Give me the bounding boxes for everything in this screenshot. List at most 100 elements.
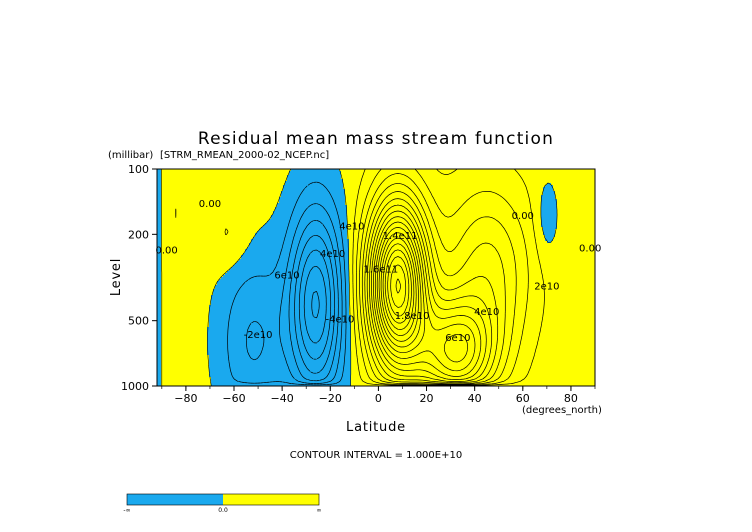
field-cell [161,179,288,182]
field-cell [161,175,288,178]
field-cell [161,323,210,326]
field-cell [161,317,210,320]
colorbar: -∞ 0.0 ∞ [123,493,322,514]
field-cell [273,213,348,216]
field-cell [343,179,595,182]
x-tick-label: 60 [516,392,530,405]
field-cell [217,281,350,284]
contour-label: 4e10 [474,307,499,318]
field-cell [161,359,210,362]
field-cell [345,193,544,196]
field-cell [541,199,558,202]
field-cell [555,233,595,236]
field-cell [351,335,595,338]
field-cell [351,379,595,382]
field-cell [557,227,595,230]
colorbar-label-min: -∞ [123,507,130,514]
field-cell [157,245,162,248]
contour-line [288,220,339,382]
field-cell [557,213,595,216]
field-cell [161,373,210,376]
field-cell [157,321,162,324]
field-cell [347,237,546,240]
y-units-label: (millibar) [108,150,153,161]
field-cell [341,175,595,178]
field-cell [211,303,350,306]
field-cell [351,345,595,348]
field-cell [343,187,544,190]
field-cell [557,219,595,222]
field-cell [231,267,350,270]
field-cell [157,247,162,250]
field-cell [349,263,595,266]
field-cell [161,289,214,292]
field-cell [157,177,162,180]
field-cell [209,321,352,324]
field-cell [161,243,250,246]
field-cell [349,259,595,262]
field-cell [281,195,346,198]
contour-line [161,169,558,386]
y-tick-label: 100 [128,163,149,176]
field-cell [157,263,162,266]
field-cell [349,271,595,274]
field-cell [233,265,350,268]
field-cell [541,213,558,216]
field-cell [347,227,544,230]
field-cell [557,215,595,218]
field-cell [209,317,352,320]
field-cell [211,297,350,300]
field-cell [157,287,162,290]
field-cell [157,285,162,288]
field-cell [283,189,346,192]
field-cell [553,185,595,188]
field-cell [161,363,210,366]
field-cell [209,373,352,376]
field-cell [157,269,162,272]
field-cell [541,217,558,220]
field-cell [161,357,210,360]
field-cell [157,229,162,232]
field-cell [557,205,595,208]
field-cell [553,239,595,242]
contour-line [387,256,410,317]
field-cell [157,171,162,174]
field-cell [347,231,544,234]
field-cell [345,189,544,192]
field-cell [351,369,595,372]
field-cell [349,293,595,296]
field-cell [343,183,548,186]
field-cell [157,261,162,264]
colorbar-frame [126,493,320,506]
field-cell [161,299,212,302]
field-cell [287,175,342,178]
field-cell [281,193,346,196]
field-cell [349,269,595,272]
field-cell [157,199,162,202]
field-cell [541,205,558,208]
field-cell [157,337,162,340]
field-cell [217,283,350,286]
field-cell [161,291,214,294]
contour-line [303,265,327,344]
field-cell [157,375,162,378]
field-cell [157,193,162,196]
field-cell [209,313,350,316]
field-cell [157,207,162,210]
field-cell [157,185,162,188]
field-cell [347,217,542,220]
field-cell [209,305,350,308]
x-tick-label: −40 [271,392,294,405]
field-cell [351,377,595,380]
field-cell [157,243,162,246]
field-cell [161,213,274,216]
field-cell [345,201,542,204]
field-cell [343,181,595,184]
field-cell [557,199,595,202]
field-cell [349,305,595,308]
field-cell [277,203,346,206]
field-cell [557,207,595,210]
field-cell [161,295,212,298]
field-cell [557,221,595,224]
field-cell [349,275,595,278]
